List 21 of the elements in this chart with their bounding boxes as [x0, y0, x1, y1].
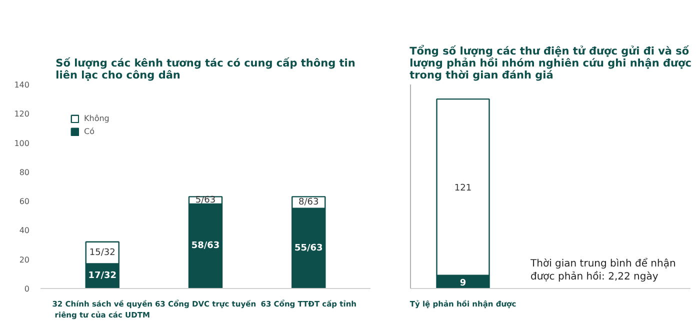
chart-title: Số lượng các kênh tương tác có cung cấp thông tin liên lạc cho công dân [56, 56, 356, 82]
data-label: 55/63 [294, 243, 323, 254]
data-label: 121 [454, 184, 472, 194]
data-label: 58/63 [191, 241, 220, 252]
y-tick-label: 0 [24, 284, 30, 294]
legend-label: Có [84, 127, 96, 136]
y-tick-label: 40 [19, 226, 30, 236]
y-tick-label: 20 [19, 255, 30, 264]
y-tick-label: 80 [19, 168, 30, 177]
y-tick-label: 100 [14, 138, 30, 148]
data-label: 9 [460, 278, 466, 288]
text: Tổng số lượng các thư điện tử được gửi đi và số lượng phản hồi nhóm nghiên cứu ghi nhận được trong thời gian đánh giá [410, 44, 692, 82]
data-label: 5/63 [195, 195, 216, 206]
legend-label: Không [84, 114, 110, 123]
data-label: 17/32 [88, 271, 117, 282]
data-label: 8/63 [298, 198, 319, 208]
y-tick-label: 60 [19, 197, 30, 206]
y-tick-label: 120 [14, 110, 30, 119]
data-label: 15/32 [89, 248, 116, 258]
text: Thời gian trung bình để nhận được phản hồi: 2,22 ngày [530, 257, 676, 283]
y-tick-label: 140 [14, 80, 30, 90]
